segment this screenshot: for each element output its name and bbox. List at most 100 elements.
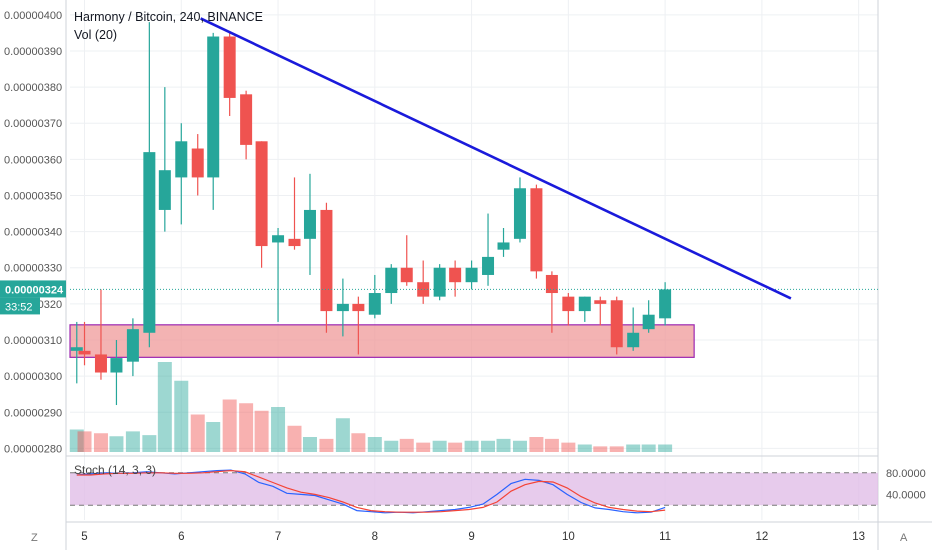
volume-bar bbox=[593, 446, 608, 452]
candle-body bbox=[143, 152, 156, 333]
x-tick-label: 7 bbox=[275, 531, 281, 543]
volume-bar bbox=[367, 437, 382, 452]
volume-bar bbox=[142, 435, 157, 452]
volume-bar bbox=[222, 399, 237, 452]
candle-body bbox=[158, 170, 171, 210]
volume-bar bbox=[302, 437, 317, 452]
candle-body bbox=[255, 141, 268, 247]
volume-bar bbox=[448, 442, 463, 452]
volume-bar bbox=[512, 440, 527, 452]
stoch-tick-label: 40.0000 bbox=[886, 489, 926, 501]
candle-body bbox=[94, 354, 107, 373]
volume-bar bbox=[658, 444, 673, 452]
volume-bar bbox=[190, 414, 205, 452]
symbol-title: Harmony / Bitcoin, 240, BINANCE bbox=[74, 10, 263, 24]
volume-bar bbox=[254, 410, 269, 452]
candle-body bbox=[482, 256, 495, 275]
countdown-badge bbox=[0, 297, 40, 315]
volume-bar bbox=[496, 438, 511, 452]
y-tick-label: 0.00000290 bbox=[4, 407, 62, 419]
x-tick-label: 6 bbox=[178, 531, 184, 543]
volume-bar bbox=[577, 444, 592, 452]
candle-body bbox=[240, 94, 253, 145]
chart-legend: Harmony / Bitcoin, 240, BINANCE Vol (20) bbox=[74, 8, 263, 44]
stoch-d-line bbox=[76, 469, 666, 513]
volume-bar bbox=[157, 362, 172, 452]
volume-bar bbox=[69, 429, 84, 452]
last-price-badge bbox=[0, 280, 66, 298]
volume-bar bbox=[271, 407, 286, 452]
y-tick-label: 0.00000280 bbox=[4, 443, 62, 455]
candle-body bbox=[207, 36, 220, 178]
candle-body bbox=[433, 267, 446, 297]
candle-body bbox=[594, 300, 607, 304]
volume-bar bbox=[384, 440, 399, 452]
y-tick-label: 0.00000400 bbox=[4, 10, 62, 22]
volume-bar bbox=[481, 440, 496, 452]
candle-body bbox=[465, 267, 478, 283]
candle-body bbox=[627, 332, 640, 348]
candle-body bbox=[497, 242, 510, 250]
x-tick-label: 10 bbox=[562, 531, 575, 543]
volume-bar bbox=[544, 438, 559, 452]
candle-body bbox=[513, 188, 526, 239]
candle-body bbox=[78, 350, 91, 355]
zoom-icon[interactable]: Z bbox=[31, 532, 38, 544]
candle-body bbox=[110, 358, 123, 373]
volume-bar bbox=[125, 431, 140, 452]
x-tick-label: 11 bbox=[659, 531, 671, 543]
volume-bar bbox=[399, 438, 414, 452]
volume-bar bbox=[561, 442, 576, 452]
candle-body bbox=[175, 141, 188, 178]
volume-bar bbox=[206, 422, 221, 452]
volume-bar bbox=[464, 440, 479, 452]
candle-body bbox=[417, 282, 430, 297]
candle-body bbox=[385, 267, 398, 294]
candle-body bbox=[352, 303, 365, 312]
support-zone bbox=[69, 324, 695, 358]
stoch-label: Stoch (14, 3, 3) bbox=[74, 463, 157, 477]
candle-body bbox=[368, 293, 381, 315]
y-tick-label: 0.00000350 bbox=[4, 190, 62, 202]
volume-bar bbox=[287, 425, 302, 452]
volume-bar bbox=[416, 442, 431, 452]
volume-bar bbox=[239, 403, 254, 452]
volume-bar bbox=[93, 433, 108, 452]
candle-body bbox=[70, 347, 83, 351]
candle-body bbox=[191, 148, 204, 178]
x-tick-label: 12 bbox=[755, 531, 768, 543]
volume-bar bbox=[609, 446, 624, 452]
candle-body bbox=[400, 267, 413, 283]
x-tick-label: 9 bbox=[468, 531, 474, 543]
candle-body bbox=[530, 188, 543, 272]
countdown-value: 33:52 bbox=[5, 301, 33, 313]
volume-bar bbox=[174, 380, 189, 452]
volume-bar bbox=[641, 444, 656, 452]
candle-body bbox=[449, 267, 462, 283]
y-tick-label: 0.00000370 bbox=[4, 118, 62, 130]
volume-bar bbox=[351, 433, 366, 452]
candle-body bbox=[288, 238, 301, 247]
candle-body bbox=[303, 209, 316, 239]
volume-bar bbox=[77, 431, 92, 452]
candle-body bbox=[562, 296, 575, 312]
stoch-tick-label: 80.0000 bbox=[886, 468, 926, 480]
x-tick-label: 8 bbox=[372, 531, 378, 543]
candle-body bbox=[578, 296, 591, 312]
candle-body bbox=[126, 329, 139, 362]
x-tick-label: 13 bbox=[852, 531, 865, 543]
y-tick-label: 0.00000330 bbox=[4, 263, 62, 275]
candle-body bbox=[610, 300, 623, 348]
trendline bbox=[200, 17, 792, 300]
volume-bar bbox=[319, 438, 334, 452]
y-tick-label: 0.00000310 bbox=[4, 335, 62, 347]
auto-scale-button[interactable]: A bbox=[900, 532, 908, 544]
volume-bar bbox=[109, 436, 124, 452]
y-tick-label: 0.00000300 bbox=[4, 371, 62, 383]
candle-body bbox=[223, 36, 236, 98]
volume-bar bbox=[432, 440, 447, 452]
volume-bar bbox=[626, 444, 641, 452]
volume-bar bbox=[335, 418, 350, 452]
stoch-band bbox=[70, 472, 878, 506]
